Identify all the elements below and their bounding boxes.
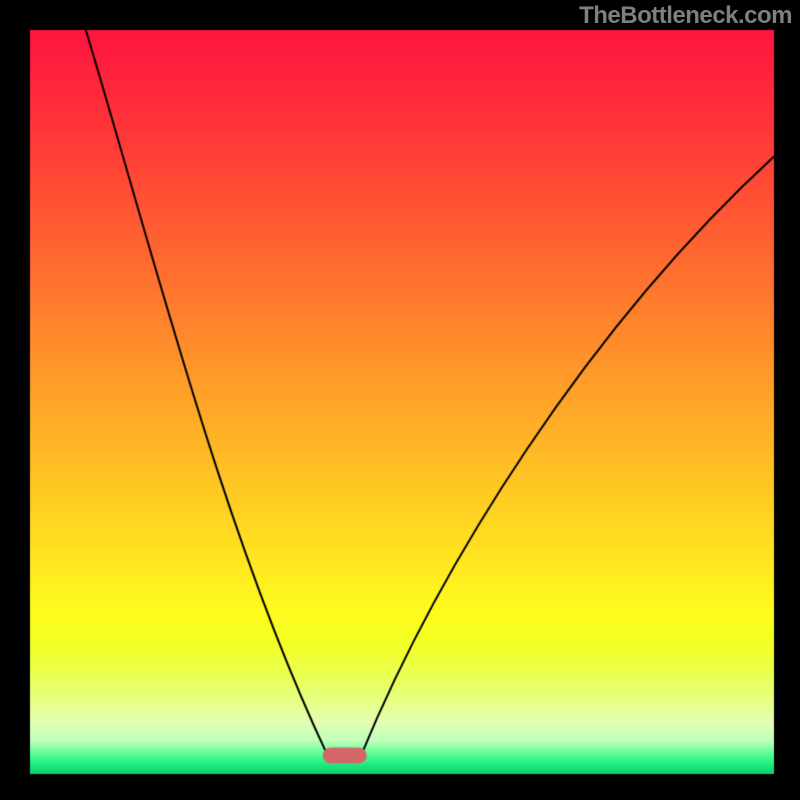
bottleneck-curve-chart [0,0,800,800]
chart-container: TheBottleneck.com [0,0,800,800]
watermark-text: TheBottleneck.com [579,2,792,30]
